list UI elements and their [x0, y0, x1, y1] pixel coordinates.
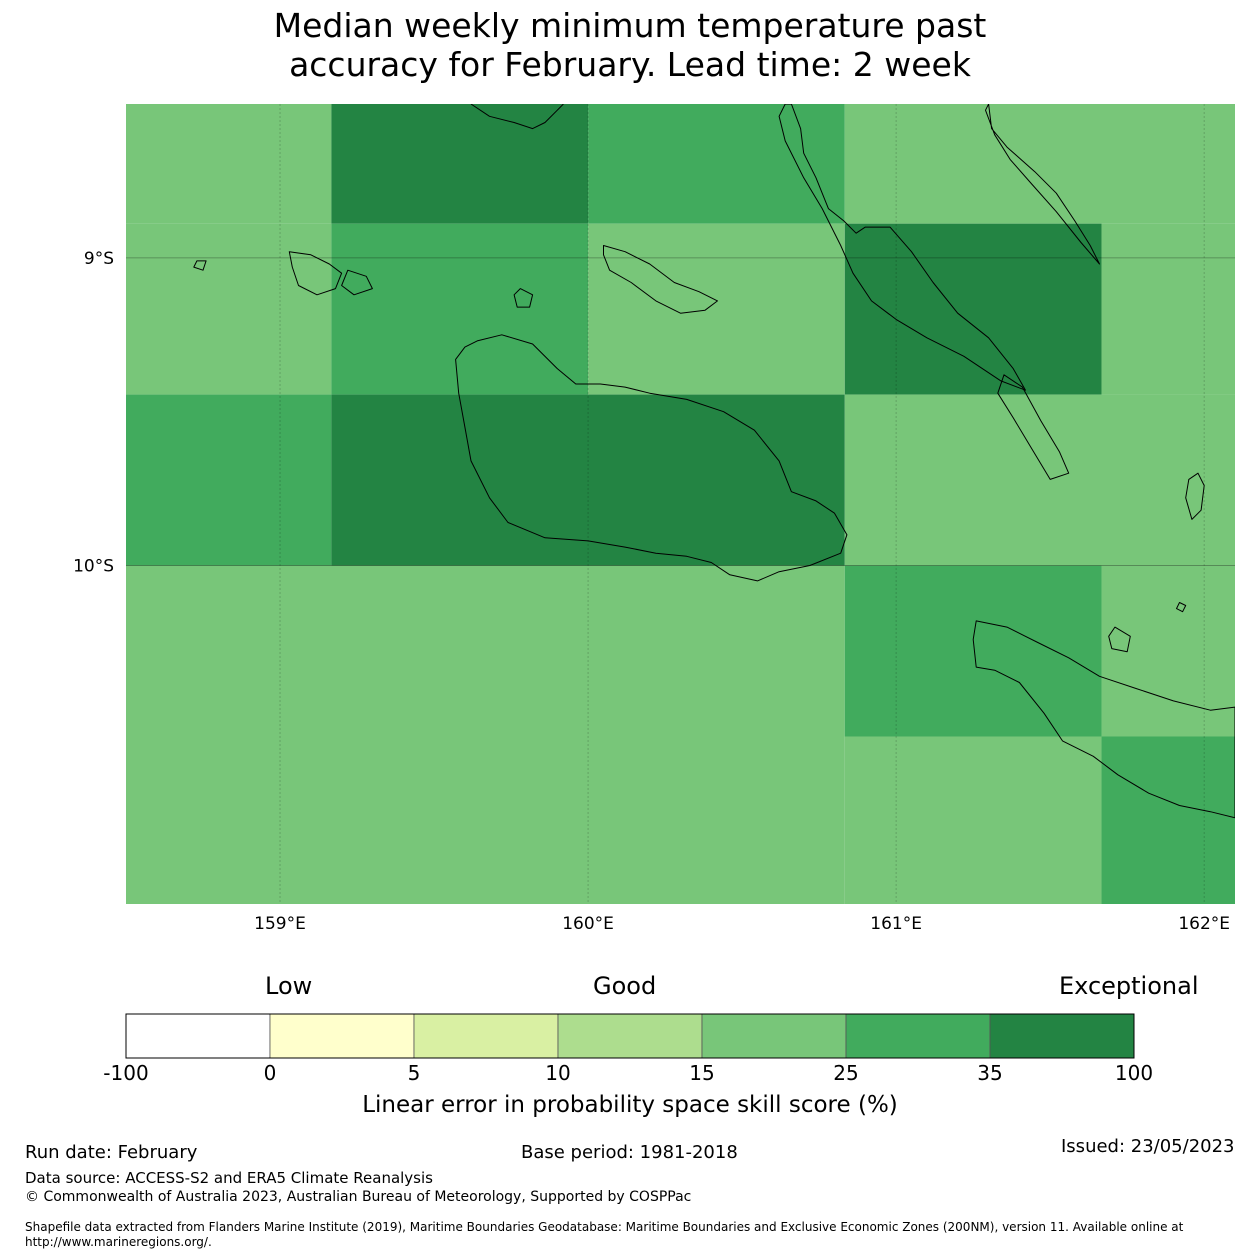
- base-period: Base period: 1981-2018: [521, 1142, 738, 1163]
- coastline-savo: [513, 288, 534, 308]
- coastline-coast-top-mid: [470, 104, 564, 130]
- skill-cell: [588, 223, 845, 395]
- colorbar-boxes: [125, 1013, 1135, 1059]
- coastlines: [193, 104, 1235, 819]
- lat-label: 9°S: [84, 249, 114, 269]
- colorbar: [125, 1013, 1135, 1059]
- coastline-ulawa: [1185, 472, 1205, 520]
- map-svg: 9°S 10°S 159°E 160°E 161°E 162°E: [73, 104, 1235, 934]
- colorbar-tick: 0: [263, 1061, 277, 1085]
- coastline-nggela: [603, 245, 718, 314]
- copyright: © Commonwealth of Australia 2023, Austra…: [25, 1189, 692, 1205]
- colorbar-frame: [125, 1013, 1135, 1059]
- colorbar-swatch: [269, 1013, 415, 1059]
- issued-date: Issued: 23/05/2023: [1061, 1136, 1235, 1157]
- colorbar-tick: -100: [103, 1061, 149, 1085]
- colorbar-tick: 25: [833, 1061, 859, 1085]
- lon-label: 161°E: [870, 914, 922, 934]
- colorbar-swatch: [125, 1013, 271, 1059]
- skill-cell: [331, 223, 589, 395]
- longitude-labels: 159°E 160°E 161°E 162°E: [254, 914, 1230, 934]
- shapefile-credit: Shapefile data extracted from Flanders M…: [25, 1220, 1184, 1234]
- colorbar-head-low: Low: [265, 972, 313, 1000]
- title-line-1: Median weekly minimum temperature past: [273, 6, 987, 45]
- colorbar-tick: 100: [1114, 1061, 1154, 1085]
- skill-cell: [331, 394, 845, 566]
- coastline-small-malaita: [997, 374, 1070, 480]
- skill-grid: [126, 104, 1235, 904]
- coastline-makira: [972, 620, 1235, 819]
- coastline-olu-malau: [1176, 602, 1187, 613]
- coastline-santa-isabel: [985, 104, 1100, 265]
- colorbar-swatch: [557, 1013, 703, 1059]
- shapefile-url: http://www.marineregions.org/.: [25, 1235, 212, 1249]
- coastline-malaita: [778, 104, 1026, 391]
- colorbar-swatch: [989, 1013, 1135, 1059]
- colorbar-head-exceptional: Exceptional: [1059, 972, 1199, 1000]
- colorbar-tick: 5: [407, 1061, 421, 1085]
- skill-cell: [1101, 223, 1235, 395]
- skill-cell: [844, 565, 1102, 737]
- chart-title: Median weekly minimum temperature past a…: [0, 6, 1260, 84]
- coastline-ugi: [1108, 626, 1131, 653]
- colorbar-head-good: Good: [593, 972, 657, 1000]
- colorbar-tick: 15: [689, 1061, 715, 1085]
- title-line-2: accuracy for February. Lead time: 2 week: [289, 45, 971, 84]
- colorbar-label: Linear error in probability space skill …: [362, 1092, 898, 1118]
- skill-cell: [844, 104, 1235, 224]
- skill-cell: [126, 394, 332, 566]
- skill-cell: [1101, 736, 1235, 904]
- graticule: [126, 104, 1235, 904]
- skill-cell: [588, 104, 845, 224]
- colorbar-swatch: [701, 1013, 847, 1059]
- run-date: Run date: February: [25, 1142, 198, 1163]
- coastline-tiny-west: [193, 260, 207, 271]
- lon-label: 159°E: [254, 914, 306, 934]
- skill-cell: [844, 394, 1235, 566]
- data-source: Data source: ACCESS-S2 and ERA5 Climate …: [25, 1169, 433, 1187]
- lon-label: 160°E: [562, 914, 614, 934]
- coastline-russell-east: [341, 269, 373, 296]
- skill-cell: [844, 223, 1102, 395]
- colorbar-tick: 10: [545, 1061, 571, 1085]
- colorbar-swatch: [413, 1013, 559, 1059]
- coastline-russell: [288, 251, 343, 296]
- coastline-guadalcanal: [455, 334, 848, 582]
- colorbar-tick: 35: [977, 1061, 1003, 1085]
- latitude-labels: 9°S 10°S: [73, 249, 114, 577]
- skill-cell: [126, 565, 845, 904]
- lon-label: 162°E: [1178, 914, 1230, 934]
- skill-cell: [331, 104, 589, 224]
- skill-cell: [126, 104, 332, 224]
- lat-label: 10°S: [73, 557, 114, 577]
- colorbar-swatch: [845, 1013, 991, 1059]
- skill-cell: [844, 736, 1102, 904]
- skill-cell: [126, 223, 332, 395]
